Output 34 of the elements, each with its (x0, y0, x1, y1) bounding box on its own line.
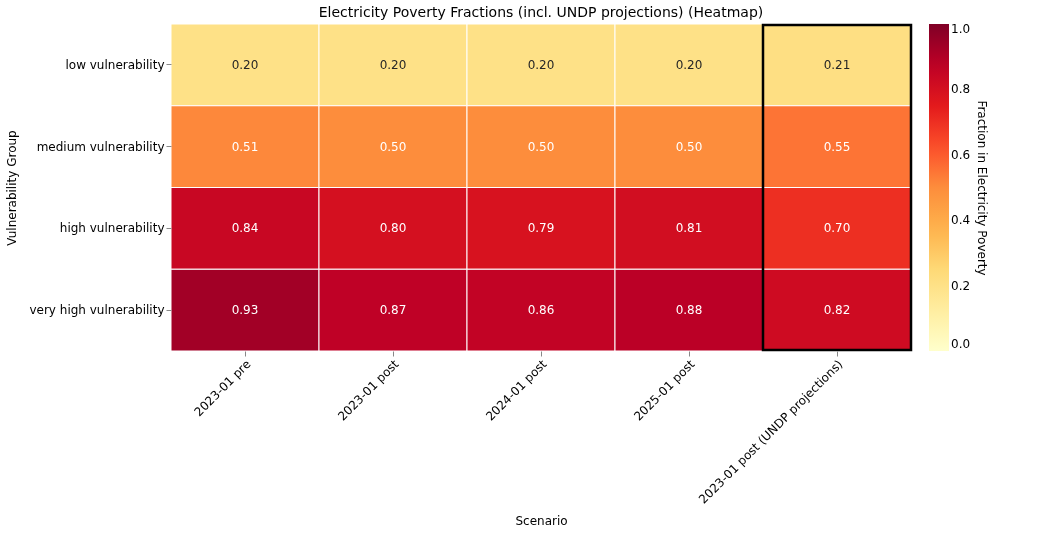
data-label: 0.81 (675, 221, 703, 236)
data-label: 0.93 (231, 303, 259, 318)
x-axis-title: Scenario (515, 513, 568, 528)
data-label: 0.50 (379, 139, 407, 154)
y-tick-label: high vulnerability (59, 221, 165, 236)
data-label: 0.86 (527, 303, 555, 318)
data-label: 0.79 (527, 221, 555, 236)
data-label: 0.20 (379, 57, 407, 72)
data-label: 0.88 (675, 303, 703, 318)
data-label: 0.21 (823, 57, 851, 72)
y-tick-label: very high vulnerability (29, 303, 165, 318)
data-label: 0.87 (379, 303, 407, 318)
data-label: 0.55 (823, 139, 851, 154)
color-bar-label: 0.4 (951, 213, 971, 228)
data-label: 0.80 (379, 221, 407, 236)
data-label: 0.70 (823, 221, 851, 236)
y-tick-label: low vulnerability (65, 57, 165, 72)
color-bar-label: 0.0 (951, 337, 971, 351)
data-label: 0.50 (675, 139, 703, 154)
color-bar-label: 0.2 (951, 278, 971, 293)
data-label: 0.20 (527, 57, 555, 72)
data-label: 0.20 (675, 57, 703, 72)
data-label: 0.84 (231, 221, 259, 236)
chart-title: Electricity Poverty Fractions (incl. UNDP projections) (Heatmap) (318, 3, 764, 20)
color-bar-title: Fraction in Electricity Poverty (975, 100, 989, 276)
data-label: 0.51 (231, 139, 259, 154)
y-tick-label: medium vulnerability (36, 139, 165, 154)
y-axis-title: Vulnerability Group (5, 130, 20, 246)
color-bar-label: 0.6 (951, 147, 971, 162)
data-label: 0.20 (231, 57, 259, 72)
data-label: 0.50 (527, 139, 555, 154)
color-bar-label: 1.0 (951, 22, 971, 36)
data-label: 0.82 (823, 303, 851, 318)
color-bar-label: 0.8 (951, 82, 971, 97)
